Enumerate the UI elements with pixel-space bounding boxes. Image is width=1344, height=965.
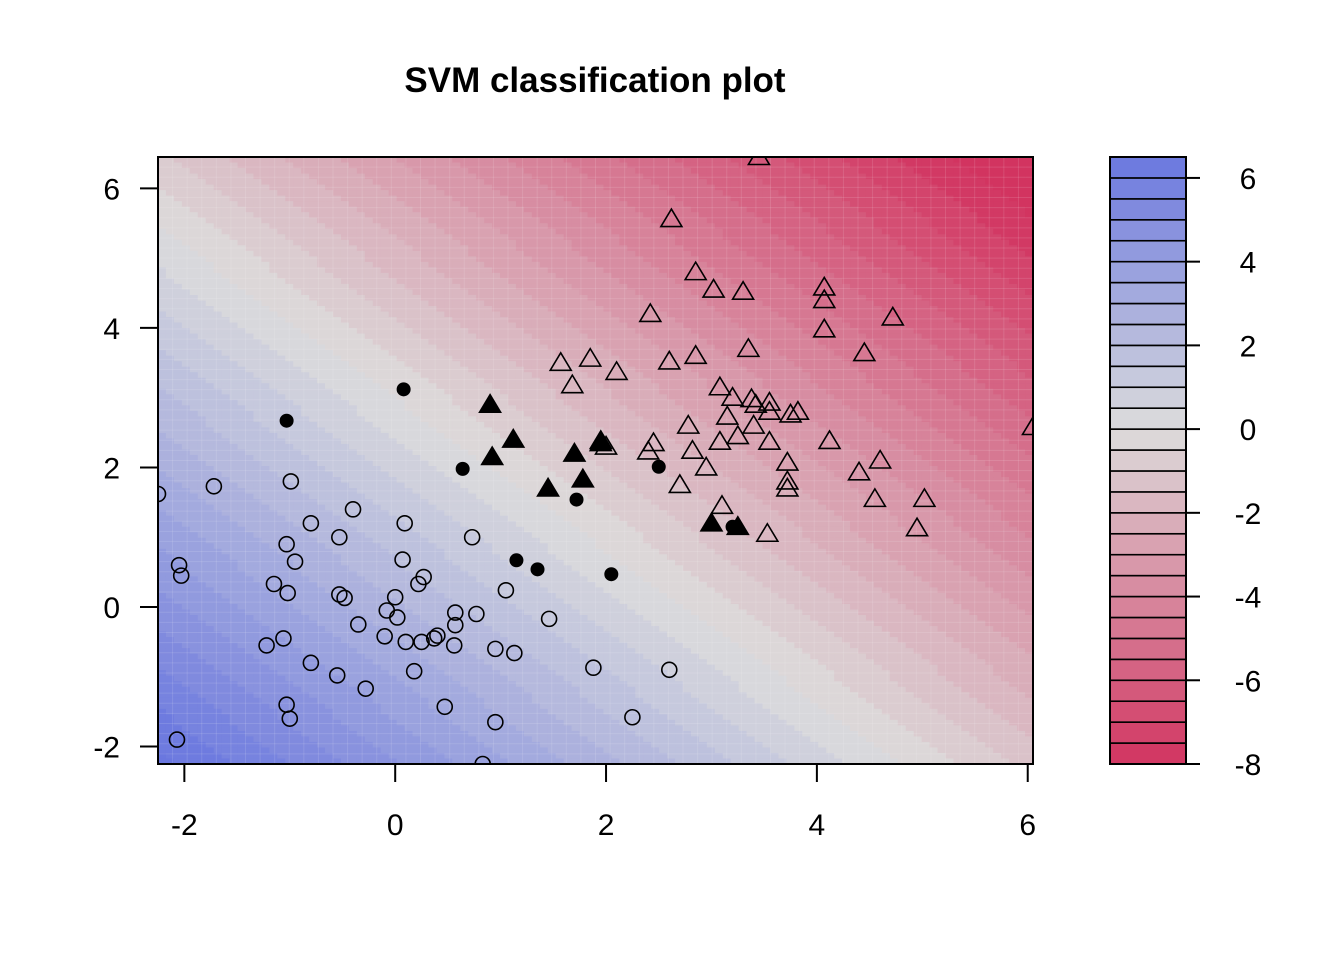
colorbar-band (1110, 617, 1186, 638)
colorbar-band (1110, 680, 1186, 701)
background-grid (158, 157, 1033, 764)
colorbar-band (1110, 492, 1186, 513)
y-tick-label: 6 (103, 173, 120, 206)
colorbar-band (1110, 345, 1186, 366)
colorbar-tick-label: -8 (1235, 749, 1262, 782)
filled-circle-point (605, 568, 618, 581)
colorbar-tick-label: 0 (1240, 414, 1257, 447)
colorbar-band (1110, 513, 1186, 534)
colorbar-band (1110, 157, 1186, 178)
colorbar-band (1110, 743, 1186, 764)
colorbar-band (1110, 199, 1186, 220)
colorbar-band (1110, 534, 1186, 555)
colorbar-band (1110, 597, 1186, 618)
y-axis: -2 0 2 4 6 (93, 173, 158, 764)
filled-circle-point (570, 493, 583, 506)
colorbar-tick-label: -6 (1235, 665, 1262, 698)
y-tick-label: -2 (93, 732, 120, 765)
colorbar-band (1110, 262, 1186, 283)
x-tick-label: 4 (809, 809, 826, 842)
colorbar-tick-label: 2 (1240, 330, 1257, 363)
colorbar-band (1110, 576, 1186, 597)
y-tick-label: 4 (103, 313, 120, 346)
colorbar-band (1110, 555, 1186, 576)
x-tick-label: 0 (387, 809, 404, 842)
colorbar-band (1110, 471, 1186, 492)
y-tick-label: 2 (103, 452, 120, 485)
colorbar-band (1110, 429, 1186, 450)
colorbar-tick-label: 6 (1240, 163, 1257, 196)
x-tick-label: 6 (1019, 809, 1036, 842)
filled-circle-point (397, 383, 410, 396)
colorbar-band (1110, 366, 1186, 387)
colorbar-tick-label: -2 (1235, 498, 1262, 531)
filled-circle-point (280, 414, 293, 427)
colorbar-band (1110, 324, 1186, 345)
colorbar-band (1110, 450, 1186, 471)
x-axis: -2 0 2 4 6 (171, 764, 1036, 842)
filled-circle-point (456, 462, 469, 475)
x-tick-label: 2 (598, 809, 615, 842)
x-tick-label: -2 (171, 809, 198, 842)
filled-circle-point (652, 460, 665, 473)
color-legend: -8 -6 -4 -2 0 2 4 6 (1110, 157, 1261, 782)
colorbar-band (1110, 722, 1186, 743)
colorbar-tick-label: 4 (1240, 247, 1257, 280)
colorbar-band (1110, 241, 1186, 262)
colorbar-band (1110, 408, 1186, 429)
colorbar-band (1110, 283, 1186, 304)
colorbar-band (1110, 220, 1186, 241)
chart-title: SVM classification plot (404, 61, 786, 100)
colorbar-band (1110, 304, 1186, 325)
colorbar-tick-label: -4 (1235, 582, 1262, 615)
filled-circle-point (531, 563, 544, 576)
colorbar-band (1110, 701, 1186, 722)
colorbar-band (1110, 638, 1186, 659)
colorbar-band (1110, 387, 1186, 408)
y-tick-label: 0 (103, 592, 120, 625)
filled-circle-point (510, 554, 523, 567)
colorbar-band (1110, 659, 1186, 680)
colorbar-band (1110, 178, 1186, 199)
